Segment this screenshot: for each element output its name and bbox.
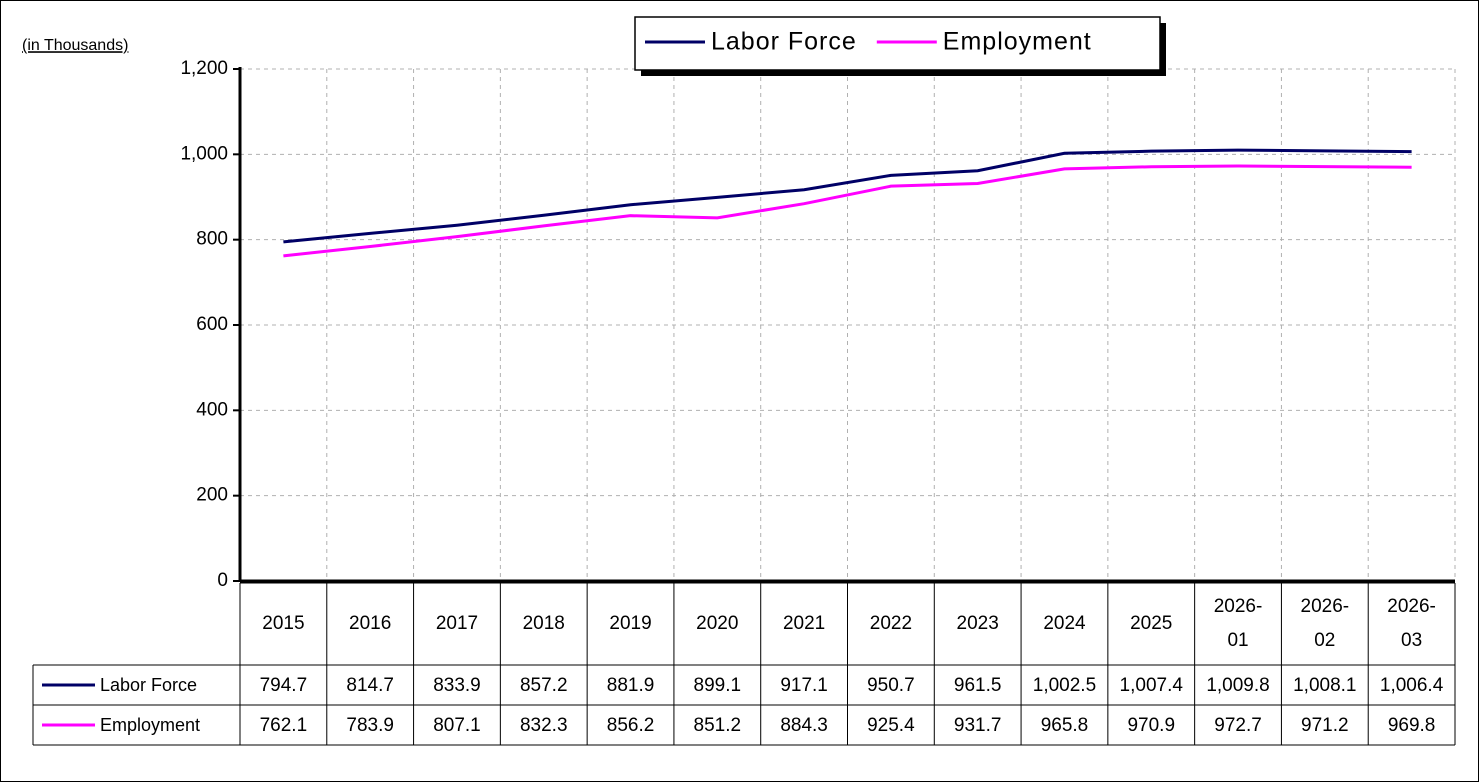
data-label: 1,006.4 [1380,675,1444,696]
y-tick-label: 400 [196,399,228,420]
x-tick-label: 2023 [956,613,999,634]
data-label: 950.7 [867,675,915,696]
data-label: 884.3 [780,715,828,736]
data-label: 833.9 [433,675,481,696]
legend: Labor Force Employment [634,16,1166,76]
table-legend-label: Employment [100,715,200,735]
y-tick-label: 800 [196,229,228,250]
x-tick-label: 2016 [349,613,392,634]
x-tick-label: 2020 [696,613,739,634]
x-tick-label-cell: 2024 [1043,613,1086,634]
data-label: 969.8 [1388,715,1436,736]
data-label: 807.1 [433,715,481,736]
data-label: 972.7 [1214,715,1262,736]
data-label: 1,007.4 [1120,675,1184,696]
x-tick-label-cell: 2019 [609,613,652,634]
data-label: 856.2 [607,715,655,736]
x-tick-label-cell: 2025 [1130,613,1173,634]
x-tick-label: 2026-01 [1213,596,1263,651]
y-tick-label: 1,000 [180,143,228,164]
x-tick-label-cell: 2020 [696,613,739,634]
data-label: 851.2 [694,715,742,736]
data-label: 762.1 [260,715,308,736]
x-tick-label-cell: 2023 [956,613,999,634]
data-label: 857.2 [520,675,568,696]
data-label: 832.3 [520,715,568,736]
data-label: 1,008.1 [1293,675,1356,696]
x-tick-label: 2015 [262,613,305,634]
x-tick-label: 2019 [609,613,652,634]
y-tick-label: 1,200 [180,58,228,79]
x-tick-label-cell: 2016 [349,613,392,634]
x-tick-label-cell: 2026-03 [1387,596,1436,651]
x-tick-label: 2026-03 [1387,596,1436,651]
data-label: 899.1 [694,675,742,696]
data-label: 917.1 [780,675,828,696]
data-label: 970.9 [1127,715,1175,736]
x-tick-label-cell: 2021 [782,613,826,634]
line-series [283,148,1412,244]
data-label: 1,002.5 [1033,675,1096,696]
data-label: 971.2 [1301,715,1349,736]
x-tick-label: 2025 [1130,613,1173,634]
legend-label: Labor Force [711,28,857,56]
data-label: 965.8 [1041,715,1089,736]
x-tick-label: 2018 [522,613,565,634]
legend-label: Employment [943,28,1092,56]
x-tick-label-cell: 2015 [262,613,305,634]
x-tick-label-cell: 2017 [435,613,479,634]
data-label: 1,009.8 [1206,675,1269,696]
data-label: 925.4 [867,715,915,736]
line-series [283,164,1412,258]
data-label: 814.7 [346,675,394,696]
x-tick-label-cell: 2026-01 [1213,596,1263,651]
y-tick-label: 200 [196,485,228,506]
x-tick-label-cell: 2026-02 [1300,596,1350,651]
table-legend-label: Labor Force [100,675,197,695]
data-label: 881.9 [607,675,655,696]
y-tick-label: 0 [217,570,228,591]
data-label: 961.5 [954,675,1002,696]
x-tick-label-cell: 2018 [522,613,565,634]
y-tick-label: 600 [196,314,228,335]
x-tick-label: 2017 [435,613,479,634]
x-tick-label: 2021 [782,613,826,634]
data-label: 794.7 [260,675,308,696]
x-tick-label-cell: 2022 [869,613,913,634]
data-label: 783.9 [346,715,394,736]
data-label: 931.7 [954,715,1002,736]
x-tick-label: 2022 [869,613,913,634]
x-tick-label: 2026-02 [1300,596,1350,651]
x-tick-label: 2024 [1043,613,1086,634]
units-label: (in Thousands) [22,37,128,54]
